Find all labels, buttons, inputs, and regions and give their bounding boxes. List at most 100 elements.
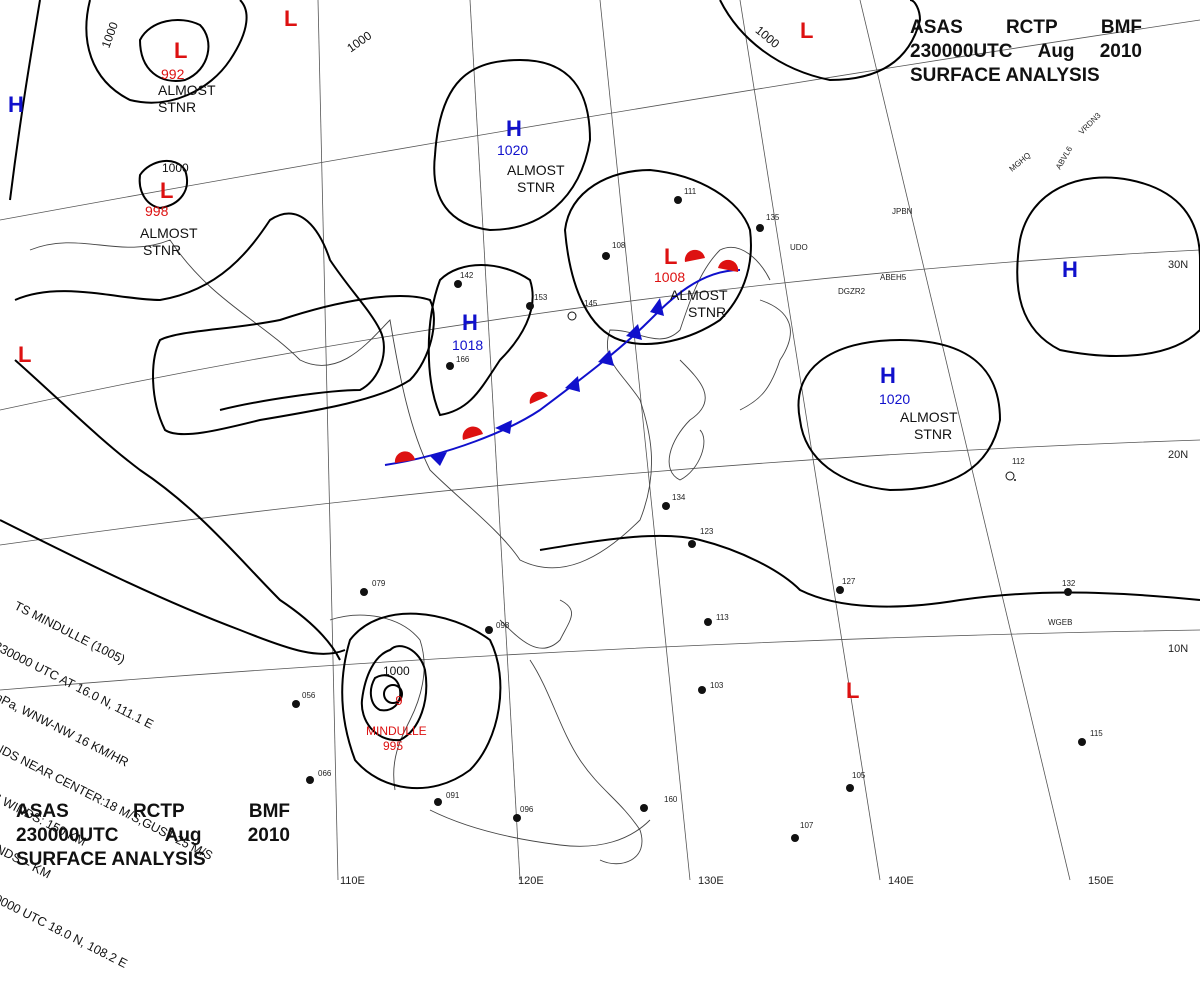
header-office: RCTP	[132, 801, 185, 822]
isobar	[152, 295, 435, 436]
obs-value: 123	[700, 527, 714, 536]
station-code: UDO	[790, 243, 808, 252]
chart-header-top-right: ASAS RCTP BMF 230000UTC Aug 2010 SURFACE…	[910, 16, 1142, 88]
lon-label: 130E	[698, 875, 724, 887]
low-center-marker: L	[160, 178, 173, 203]
obs-value: 160	[664, 795, 678, 804]
isobars	[0, 0, 1200, 790]
obs-value: 134	[672, 493, 686, 502]
station-plot: 091	[434, 791, 460, 806]
isobar	[1016, 176, 1200, 357]
center-note: ALMOST STNR	[158, 82, 216, 115]
low-center-marker: L	[18, 342, 31, 367]
header-agency-row: ASAS RCTP BMF	[910, 16, 1142, 40]
high-center-value: 1020	[879, 391, 910, 407]
center-note: ALMOST STNR	[900, 409, 958, 442]
low-center-marker: L	[174, 38, 187, 63]
center-note: ALMOST STNR	[670, 287, 728, 320]
station-plot: 160	[640, 795, 678, 812]
isobar	[369, 674, 402, 712]
isobar	[433, 58, 592, 232]
station-plot: 079	[360, 579, 386, 596]
obs-value: 091	[446, 791, 460, 800]
station-plot: 153	[526, 293, 548, 310]
low-center-marker: L	[846, 678, 859, 703]
lon-label: 140E	[888, 875, 914, 887]
obs-value: 115	[1090, 729, 1103, 738]
lon-labels: 110E 120E 130E 140E 150E	[340, 875, 1114, 887]
isobar	[0, 519, 346, 655]
station-plot: 105	[846, 771, 866, 792]
high-center-value: 1018	[452, 337, 483, 353]
obs-value: 142	[460, 271, 474, 280]
header-month: Aug	[164, 825, 202, 846]
lat-label: 20N	[1168, 449, 1188, 461]
isobar	[138, 160, 188, 210]
station-plot: 132	[1062, 579, 1076, 596]
center-note-line: STNR	[914, 426, 952, 442]
obs-value: 107	[800, 821, 814, 830]
header-time-row: 230000UTC Aug 2010	[16, 824, 290, 848]
header-agency: ASAS	[16, 801, 69, 822]
station-plot: 066	[306, 769, 332, 784]
lon-label: 120E	[518, 875, 544, 887]
obs-value: 145	[584, 299, 598, 308]
cold-front-triangle	[650, 298, 664, 316]
low-center-value: 992	[161, 66, 185, 82]
cold-front-triangle	[495, 420, 512, 434]
obs-value: 132	[1062, 579, 1076, 588]
high-center-marker: H	[462, 310, 478, 335]
low-center-value: 1008	[654, 269, 685, 285]
station-plot: 113	[704, 613, 729, 626]
station-code: MGHQ	[1008, 151, 1033, 174]
station-plot: 123	[688, 527, 714, 548]
station-plot: 056	[292, 691, 316, 708]
header-year: 2010	[247, 825, 290, 846]
isobar	[341, 612, 502, 790]
header-code: BMF	[1100, 17, 1142, 38]
lat-labels: 30N 20N 10N	[1168, 259, 1188, 655]
isobar	[14, 212, 385, 411]
obs-value: 079	[372, 579, 386, 588]
obs-value: 103	[710, 681, 724, 690]
center-note-line: STNR	[688, 304, 726, 320]
cold-front-triangle	[565, 376, 580, 392]
station-code: DGZR2	[838, 287, 866, 296]
obs-value: 112	[1012, 457, 1025, 466]
cold-front-triangle	[626, 324, 642, 340]
station-plot: 107	[791, 821, 814, 842]
lon-label: 150E	[1088, 875, 1114, 887]
station-plot: 103	[698, 681, 724, 694]
header-agency: ASAS	[910, 17, 963, 38]
center-note-line: ALMOST	[140, 225, 198, 241]
station-code: VRDN3	[1077, 110, 1103, 136]
graticule	[0, 0, 1200, 881]
warm-front-semicircle	[529, 391, 548, 404]
pressure-centers: H 1020 ALMOST STNR H 1018 H 1020 ALMOST ST…	[8, 6, 1078, 703]
header-year: 2010	[1099, 41, 1142, 62]
obs-value: 127	[842, 577, 856, 586]
station-codes: MGHQ JPBN ABVL6 VRDN3 DGZR2 ABEH5 UDO WG…	[790, 110, 1103, 627]
chart-header-bottom-left: ASAS RCTP BMF 230000UTC Aug 2010 SURFACE…	[16, 800, 290, 872]
low-center-marker: L	[664, 244, 677, 269]
center-note-line: ALMOST	[900, 409, 958, 425]
header-month: Aug	[1037, 41, 1075, 62]
isobar-label: 1000	[344, 28, 374, 55]
obs-value: 111	[684, 187, 697, 196]
obs-value: 056	[302, 691, 316, 700]
isobar	[797, 338, 1002, 492]
station-plot: 111	[674, 187, 697, 204]
center-note: ALMOST STNR	[507, 162, 565, 195]
obs-value: 096	[520, 805, 534, 814]
high-center-marker: H	[8, 92, 24, 117]
station-code: ABVL6	[1054, 144, 1075, 171]
station-plot: 096	[513, 805, 534, 822]
weather-map: 9 110E 120E 130E 140E 150E 30N 20N 10N H…	[0, 0, 1200, 887]
obs-value: 153	[534, 293, 548, 302]
isobar	[9, 0, 41, 201]
obs-value: 166	[456, 355, 470, 364]
isobar	[85, 0, 248, 104]
obs-value: 135	[766, 213, 780, 222]
stationary-front	[384, 249, 741, 466]
warm-front-semicircle	[684, 249, 705, 262]
